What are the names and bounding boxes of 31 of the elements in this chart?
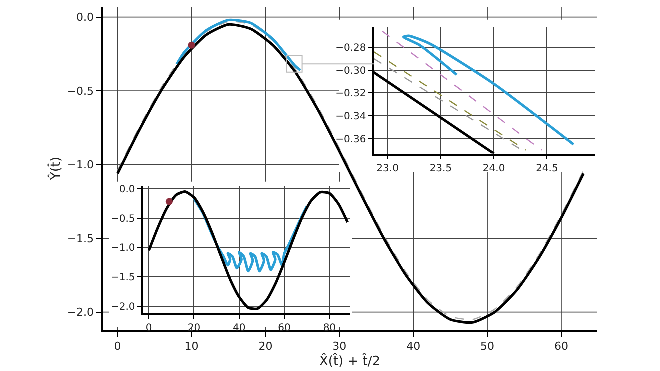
y-tick-label: −0.30 [336, 66, 366, 77]
y-tick-label: 0.0 [76, 11, 94, 24]
x-tick-label: 23.5 [430, 164, 452, 175]
x-tick-label: 30 [332, 340, 347, 353]
y-tick-label: −0.34 [336, 112, 366, 123]
x-axis-title: X̂(t̂) + t̂/2 [319, 352, 381, 370]
x-tick-label: 23.0 [376, 164, 399, 175]
y-tick-label: −1.0 [110, 243, 136, 254]
x-tick-label: 24.5 [536, 164, 558, 175]
line-series [402, 34, 576, 146]
y-tick-label: −2.0 [110, 302, 136, 314]
y-tick-label: −1.0 [67, 158, 94, 172]
y-tick-label: 0.0 [119, 184, 136, 196]
line-series [148, 190, 350, 310]
x-tick-label: 60 [554, 340, 568, 353]
y-tick-label: −0.5 [67, 84, 94, 98]
y-tick-label: −0.32 [336, 88, 366, 100]
x-tick-label: 40 [406, 340, 421, 353]
y-tick-label: −1.5 [110, 272, 136, 284]
y-tick-label: −2.0 [67, 306, 94, 320]
y-tick-label: −0.36 [336, 134, 366, 146]
y-tick-label: −0.5 [110, 214, 136, 225]
y-tick-label: −1.5 [67, 232, 94, 246]
line-series [176, 18, 302, 72]
x-tick-label: 20 [258, 340, 273, 353]
x-tick-label: 0 [114, 340, 122, 353]
x-tick-label: 10 [184, 340, 199, 353]
x-tick-label: 24.0 [482, 164, 506, 175]
x-tick-label: 50 [480, 340, 495, 353]
y-tick-label: −0.28 [336, 42, 366, 54]
y-axis-title: Ŷ(t̂) [46, 156, 64, 182]
